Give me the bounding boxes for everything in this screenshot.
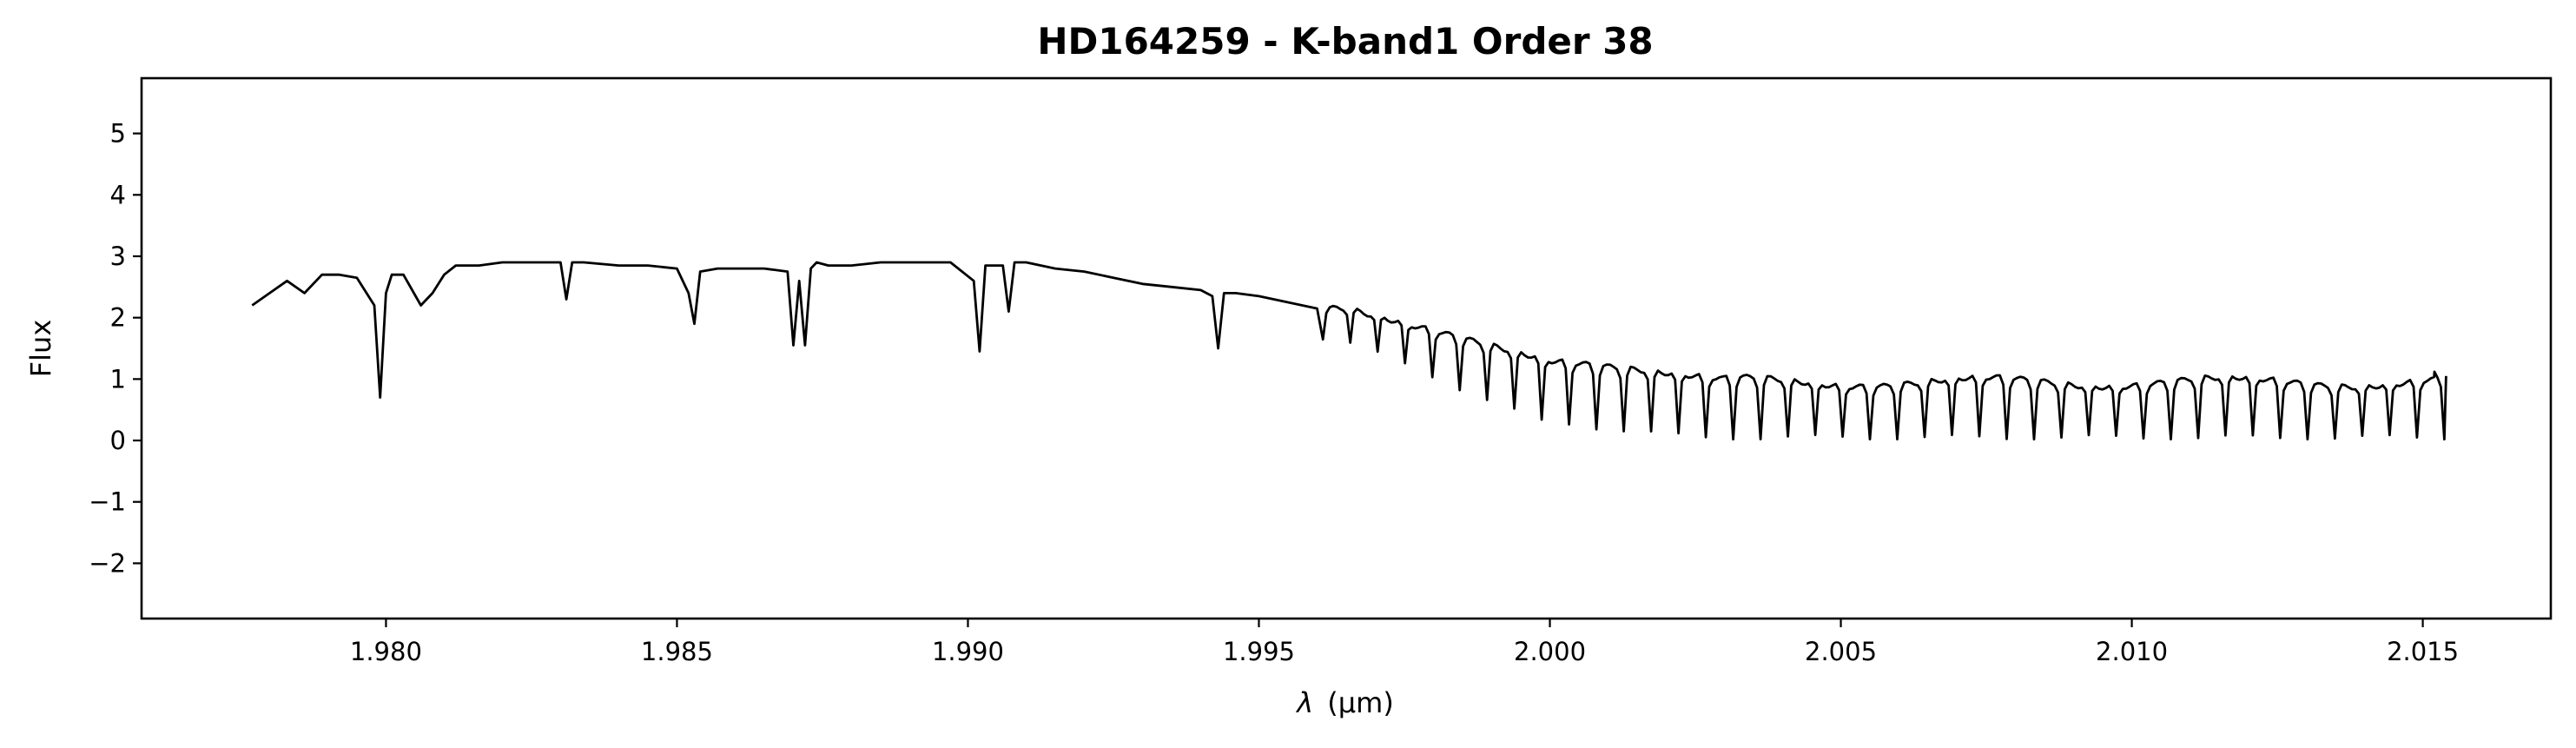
x-tick-label: 2.005	[1805, 637, 1877, 666]
y-tick-label: 1	[110, 364, 126, 394]
y-tick-label: 5	[110, 119, 126, 149]
x-axis-label-unit: (μm)	[1327, 686, 1394, 719]
x-axis: 1.980 1.985 1.990 1.995 2.000 2.005 2.010 2.015	[350, 619, 2459, 666]
x-tick-label: 2.015	[2387, 637, 2459, 666]
y-axis-label: Flux	[24, 320, 57, 378]
x-tick-label: 2.010	[2096, 637, 2168, 666]
x-axis-label-symbol: λ	[1295, 686, 1313, 719]
y-tick-label: 3	[110, 242, 126, 271]
plot-area	[140, 76, 2553, 620]
y-tick-label: 0	[110, 426, 126, 455]
y-tick-label: 2	[110, 303, 126, 333]
x-tick-label: 2.000	[1514, 637, 1586, 666]
x-tick-label: 1.990	[932, 637, 1004, 666]
flux-series-line	[251, 261, 2447, 440]
y-axis: −2 −1 0 1 2 3 4 5	[89, 119, 142, 578]
y-tick-label: −2	[89, 548, 126, 578]
x-tick-label: 1.985	[641, 637, 713, 666]
x-tick-label: 1.980	[350, 637, 422, 666]
y-tick-label: 4	[110, 180, 126, 209]
x-axis-label: λ (μm)	[1295, 686, 1394, 719]
chart-title: HD164259 - K-band1 Order 38	[1037, 20, 1653, 63]
x-tick-label: 1.995	[1223, 637, 1295, 666]
y-tick-label: −1	[89, 487, 126, 517]
plot-frame	[140, 76, 2553, 620]
